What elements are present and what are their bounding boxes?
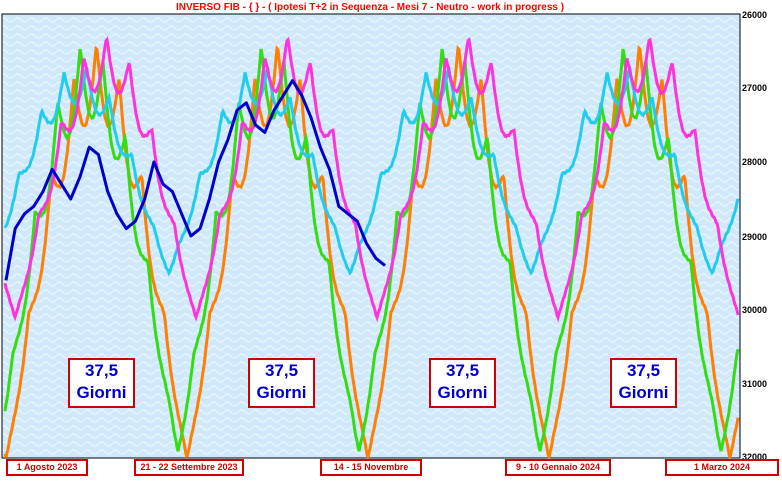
period-annotation: 37,5 Giorni <box>610 358 677 408</box>
period-unit: Giorni <box>618 383 669 402</box>
period-annotation: 37,5 Giorni <box>248 358 315 408</box>
period-value: 37,5 <box>445 361 480 380</box>
period-unit: Giorni <box>76 383 127 402</box>
plot-border <box>1 13 741 459</box>
x-date-label: 1 Agosto 2023 <box>6 459 88 476</box>
period-annotation: 37,5 Giorni <box>429 358 496 408</box>
y-tick: 28000 <box>742 157 768 167</box>
period-value: 37,5 <box>84 361 119 380</box>
period-value: 37,5 <box>626 361 661 380</box>
y-tick: 31000 <box>742 379 768 389</box>
cycle-series-line <box>3 36 740 323</box>
y-tick: 29000 <box>742 232 768 242</box>
chart-title: INVERSO FIB - { } - ( Ipotesi T+2 in Seq… <box>175 2 565 13</box>
price-series-line <box>4 79 386 281</box>
x-date-label: 21 - 22 Settembre 2023 <box>134 459 244 476</box>
x-date-label: 1 Marzo 2024 <box>665 459 779 476</box>
period-value: 37,5 <box>264 361 299 380</box>
y-tick: 26000 <box>742 10 768 20</box>
period-unit: Giorni <box>256 383 307 402</box>
period-unit: Giorni <box>437 383 488 402</box>
x-date-label: 14 - 15 Novembre <box>320 459 422 476</box>
period-annotation: 37,5 Giorni <box>68 358 135 408</box>
y-tick: 30000 <box>742 305 768 315</box>
y-tick: 27000 <box>742 83 768 93</box>
x-date-label: 9 - 10 Gennaio 2024 <box>505 459 611 476</box>
y-tick: 32000 <box>742 452 768 462</box>
cycle-series-line <box>3 65 740 277</box>
